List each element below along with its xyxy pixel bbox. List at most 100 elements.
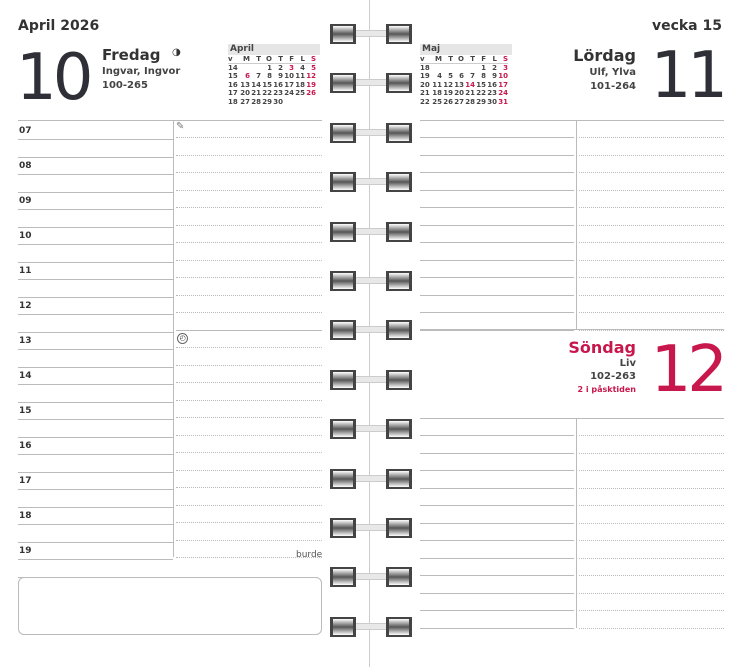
sunday-line[interactable]: [420, 505, 574, 506]
saturday-line[interactable]: [420, 189, 574, 191]
saturday-line[interactable]: [579, 137, 724, 138]
saturday-line[interactable]: [420, 312, 574, 313]
sunday-line[interactable]: [579, 592, 724, 594]
hour-line[interactable]: [18, 262, 173, 263]
hour-line[interactable]: [18, 489, 173, 490]
note-line[interactable]: [176, 434, 322, 436]
note-line[interactable]: [176, 399, 322, 401]
sunday-line[interactable]: [420, 575, 574, 576]
sunday-line[interactable]: [579, 540, 724, 541]
hour-line[interactable]: [18, 367, 173, 368]
saturday-line[interactable]: [420, 172, 574, 173]
saturday-line[interactable]: [420, 259, 574, 261]
hour-line[interactable]: [18, 437, 173, 438]
hour-line[interactable]: [18, 507, 173, 508]
note-line[interactable]: [176, 557, 322, 558]
hour-line[interactable]: [18, 559, 173, 560]
hour-line[interactable]: [18, 542, 173, 543]
saturday-line[interactable]: [420, 294, 574, 296]
sunday-line[interactable]: [420, 627, 574, 629]
sunday-line[interactable]: [420, 610, 574, 611]
hour-line[interactable]: [18, 402, 173, 403]
sunday-line[interactable]: [420, 435, 574, 436]
hour-line[interactable]: [18, 384, 173, 385]
saturday-line[interactable]: [579, 259, 724, 261]
hour-line[interactable]: [18, 227, 173, 228]
hour-line[interactable]: [18, 244, 173, 245]
hour-line[interactable]: [18, 157, 173, 158]
saturday-line[interactable]: [579, 242, 724, 243]
note-line[interactable]: [176, 224, 322, 226]
hour-line[interactable]: [18, 139, 173, 140]
note-line[interactable]: [176, 452, 322, 453]
note-line[interactable]: [176, 259, 322, 261]
saturday-line[interactable]: [420, 137, 574, 138]
saturday-line[interactable]: [579, 277, 724, 278]
saturday-line[interactable]: [579, 189, 724, 191]
sunday-line[interactable]: [579, 452, 724, 454]
hour-line[interactable]: [18, 279, 173, 280]
hour-line[interactable]: [18, 192, 173, 193]
note-line[interactable]: [176, 364, 322, 366]
saturday-line[interactable]: [420, 277, 574, 278]
saturday-line[interactable]: [579, 172, 724, 173]
note-line[interactable]: [176, 189, 322, 191]
sunday-line[interactable]: [579, 522, 724, 524]
hour-line[interactable]: [18, 524, 173, 525]
note-line[interactable]: [176, 382, 322, 383]
hour-line[interactable]: [18, 472, 173, 473]
note-line[interactable]: [176, 522, 322, 523]
saturday-line[interactable]: [420, 224, 574, 226]
note-line[interactable]: [176, 277, 322, 278]
sunday-line[interactable]: [579, 627, 724, 629]
sunday-line[interactable]: [420, 487, 574, 489]
hour-line[interactable]: [18, 209, 173, 210]
sunday-line[interactable]: [420, 557, 574, 559]
note-line[interactable]: [176, 294, 322, 296]
note-line[interactable]: [176, 242, 322, 243]
note-line[interactable]: [176, 154, 322, 156]
sunday-line[interactable]: [579, 435, 724, 436]
hour-line[interactable]: [18, 577, 173, 578]
sunday-line[interactable]: [420, 522, 574, 524]
hour-line[interactable]: [18, 297, 173, 298]
saturday-line[interactable]: [420, 329, 574, 331]
sunday-line[interactable]: [420, 592, 574, 594]
note-line[interactable]: [176, 469, 322, 471]
note-line[interactable]: [176, 172, 322, 173]
hour-line[interactable]: [18, 314, 173, 315]
sunday-line[interactable]: [579, 505, 724, 506]
note-line[interactable]: [176, 137, 322, 138]
note-line[interactable]: [176, 539, 322, 541]
notes-box[interactable]: [18, 577, 322, 635]
day-cell: 20: [240, 89, 250, 97]
sunday-line[interactable]: [420, 452, 574, 454]
saturday-line[interactable]: [420, 154, 574, 156]
sunday-line[interactable]: [579, 470, 724, 471]
note-line[interactable]: [176, 504, 322, 506]
saturday-line[interactable]: [579, 154, 724, 156]
saturday-line[interactable]: [579, 207, 724, 208]
hour-line[interactable]: [18, 332, 173, 333]
note-line[interactable]: [176, 207, 322, 208]
sunday-line[interactable]: [579, 487, 724, 489]
hour-line[interactable]: [18, 174, 173, 175]
sunday-line[interactable]: [579, 610, 724, 611]
saturday-line[interactable]: [579, 224, 724, 226]
sunday-line[interactable]: [579, 575, 724, 576]
sunday-line[interactable]: [579, 557, 724, 559]
saturday-line[interactable]: [420, 207, 574, 208]
note-line[interactable]: [176, 312, 322, 313]
hour-line[interactable]: [18, 454, 173, 455]
sunday-line[interactable]: [420, 540, 574, 541]
hour-line[interactable]: [18, 349, 173, 350]
note-line[interactable]: [176, 417, 322, 418]
sunday-line[interactable]: [420, 470, 574, 471]
saturday-line[interactable]: [420, 242, 574, 243]
note-line[interactable]: [176, 347, 322, 348]
saturday-line[interactable]: [579, 312, 724, 313]
saturday-line[interactable]: [579, 329, 724, 331]
hour-line[interactable]: [18, 419, 173, 420]
note-line[interactable]: [176, 487, 322, 488]
saturday-line[interactable]: [579, 294, 724, 296]
